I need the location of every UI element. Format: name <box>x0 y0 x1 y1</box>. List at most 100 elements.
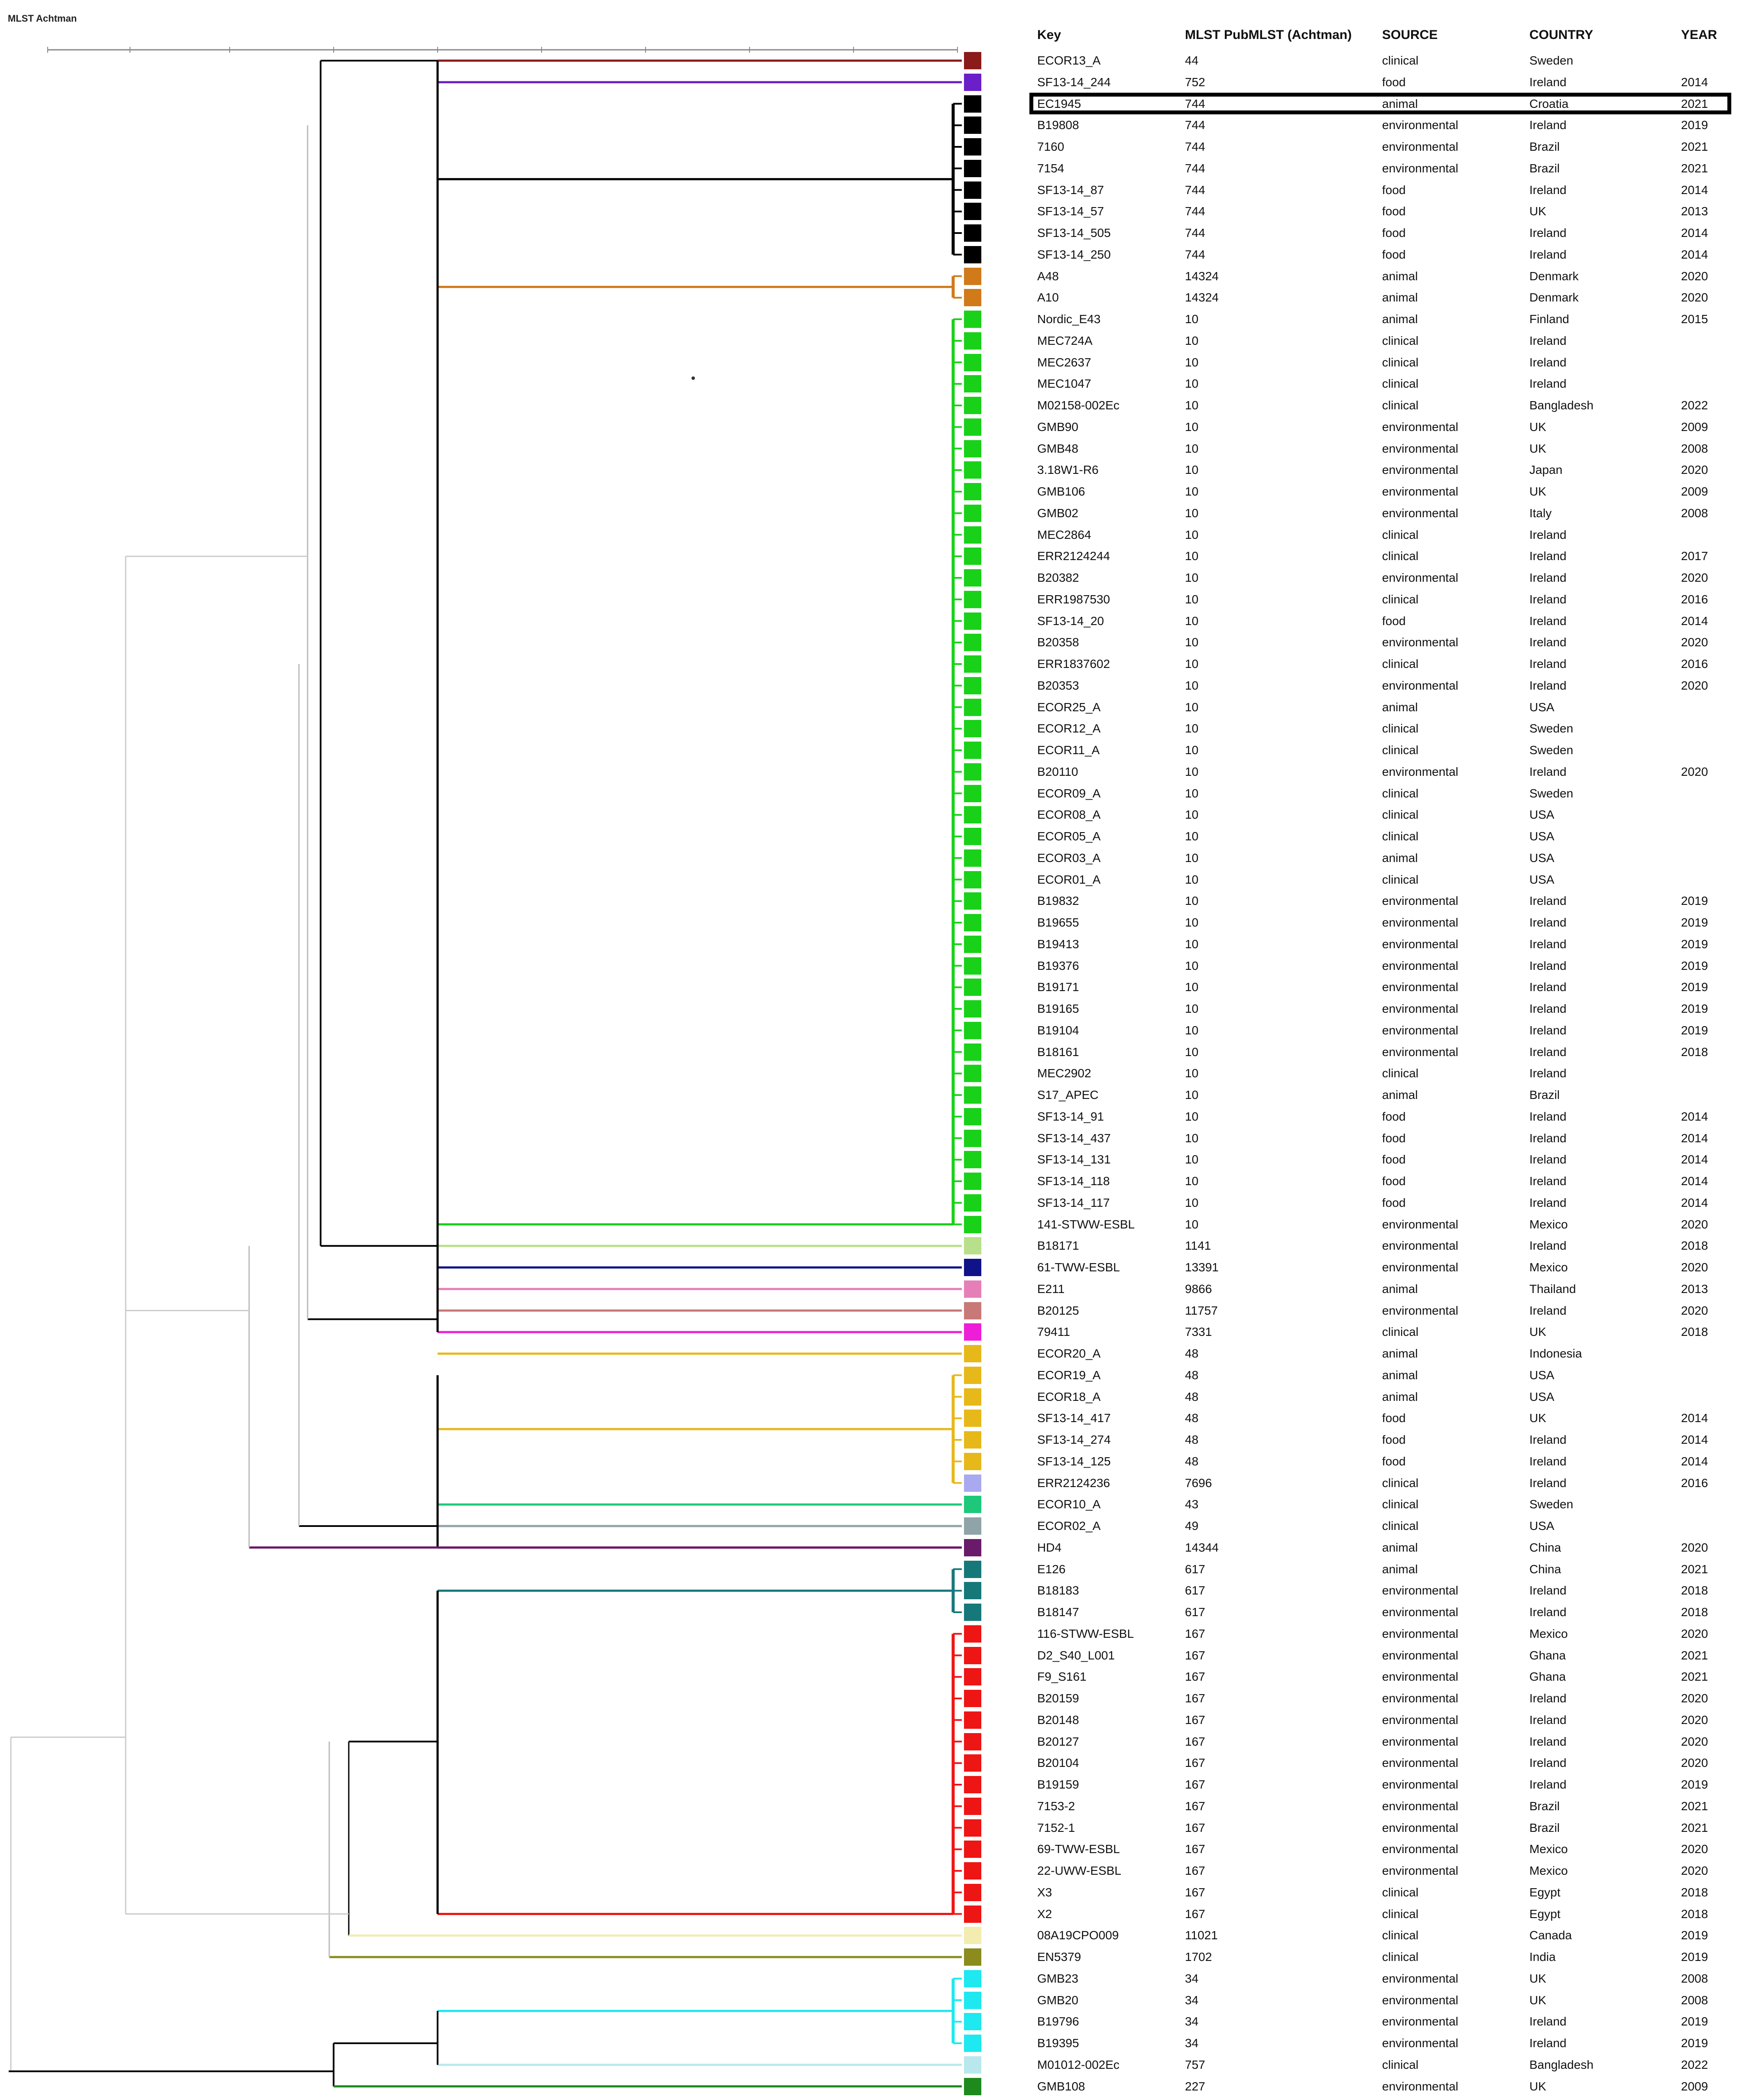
cell-mlst: 10 <box>1185 959 1199 972</box>
cell-country: Ireland <box>1529 528 1567 541</box>
cell-key: SF13-14_57 <box>1037 204 1104 218</box>
cell-key: B20104 <box>1037 1756 1079 1770</box>
cell-year: 2016 <box>1681 1476 1708 1490</box>
cell-country: UK <box>1529 1325 1546 1339</box>
cell-year: 2018 <box>1681 1605 1708 1619</box>
cell-key: M01012-002Ec <box>1037 2058 1120 2071</box>
cell-mlst: 10 <box>1185 1066 1199 1080</box>
cell-year: 2020 <box>1681 1842 1708 1856</box>
cell-source: clinical <box>1382 786 1419 800</box>
cell-country: China <box>1529 1562 1561 1576</box>
cell-key: B18171 <box>1037 1239 1079 1253</box>
color-swatch <box>964 2035 981 2052</box>
cell-key: B18183 <box>1037 1584 1079 1598</box>
cell-mlst: 10 <box>1185 635 1199 649</box>
cell-source: animal <box>1382 1368 1418 1382</box>
color-swatch <box>964 353 981 371</box>
color-swatch <box>964 1108 981 1125</box>
cell-year: 2022 <box>1681 399 1708 412</box>
color-swatch <box>964 1086 981 1104</box>
color-swatch <box>964 332 981 350</box>
cell-country: Mexico <box>1529 1842 1568 1856</box>
cell-key: SF13-14_131 <box>1037 1153 1111 1167</box>
cell-mlst: 757 <box>1185 2058 1205 2071</box>
cell-key: ECOR05_A <box>1037 830 1101 843</box>
cell-mlst: 34 <box>1185 1993 1199 2007</box>
header-mlst: MLST PubMLST (Achtman) <box>1185 28 1352 42</box>
cell-country: Denmark <box>1529 269 1579 283</box>
cell-mlst: 167 <box>1185 1692 1205 1705</box>
cell-source: animal <box>1382 1347 1418 1360</box>
cell-mlst: 10 <box>1185 528 1199 541</box>
color-swatch <box>964 655 981 673</box>
color-swatch <box>964 1280 981 1298</box>
cell-key: GMB90 <box>1037 420 1078 434</box>
color-swatch <box>964 1560 981 1578</box>
cell-country: Sweden <box>1529 786 1574 800</box>
cell-source: food <box>1382 247 1406 261</box>
cell-source: clinical <box>1382 1928 1419 1942</box>
cell-key: E126 <box>1037 1562 1066 1576</box>
cell-mlst: 10 <box>1185 592 1199 606</box>
cell-source: environmental <box>1382 1627 1458 1640</box>
cell-key: B19171 <box>1037 980 1079 994</box>
color-swatch <box>964 1237 981 1255</box>
cell-mlst: 10 <box>1185 506 1199 520</box>
cell-country: Ireland <box>1529 183 1567 197</box>
cell-year: 2014 <box>1681 614 1708 628</box>
cell-key: ECOR19_A <box>1037 1368 1101 1382</box>
cell-key: B20125 <box>1037 1303 1079 1317</box>
cell-key: MEC2864 <box>1037 528 1091 541</box>
cell-mlst: 167 <box>1185 1907 1205 1921</box>
cell-mlst: 10 <box>1185 916 1199 929</box>
cell-country: Ireland <box>1529 1153 1567 1167</box>
color-swatch <box>964 849 981 867</box>
cell-mlst: 744 <box>1185 118 1205 132</box>
cell-mlst: 10 <box>1185 1174 1199 1188</box>
cell-country: Ghana <box>1529 1670 1566 1684</box>
cell-year: 2019 <box>1681 1928 1708 1942</box>
color-swatch <box>964 1948 981 1966</box>
cell-source: environmental <box>1382 1648 1458 1662</box>
cell-source: clinical <box>1382 592 1419 606</box>
cell-source: clinical <box>1382 1907 1419 1921</box>
cell-key: 7153-2 <box>1037 1799 1075 1813</box>
cell-source: clinical <box>1382 1476 1419 1490</box>
cell-year: 2014 <box>1681 1411 1708 1425</box>
color-swatch <box>964 375 981 393</box>
cell-source: food <box>1382 614 1406 628</box>
cell-country: USA <box>1529 851 1555 865</box>
cell-key: X2 <box>1037 1907 1052 1921</box>
cell-key: 7154 <box>1037 161 1064 175</box>
cell-mlst: 167 <box>1185 1648 1205 1662</box>
cell-country: Sweden <box>1529 743 1574 757</box>
color-swatch <box>964 1323 981 1341</box>
cell-country: Egypt <box>1529 1907 1561 1921</box>
cell-mlst: 10 <box>1185 441 1199 455</box>
cell-mlst: 167 <box>1185 1885 1205 1899</box>
cell-source: environmental <box>1382 441 1458 455</box>
cell-key: ECOR11_A <box>1037 743 1100 757</box>
cell-source: environmental <box>1382 420 1458 434</box>
cell-mlst: 48 <box>1185 1433 1199 1446</box>
color-swatch <box>964 1000 981 1018</box>
color-swatch <box>964 52 981 69</box>
cell-year: 2008 <box>1681 506 1708 520</box>
cell-year: 2019 <box>1681 916 1708 929</box>
cell-key: SF13-14_118 <box>1037 1174 1110 1188</box>
cell-key: SF13-14_91 <box>1037 1109 1104 1123</box>
cell-year: 2019 <box>1681 894 1708 908</box>
color-swatch <box>964 159 981 177</box>
cell-source: environmental <box>1382 1821 1458 1834</box>
cell-year: 2008 <box>1681 441 1708 455</box>
cell-mlst: 10 <box>1185 312 1199 326</box>
color-swatch <box>964 1927 981 1944</box>
color-swatch <box>964 935 981 953</box>
cell-key: 7152-1 <box>1037 1821 1075 1834</box>
cell-mlst: 43 <box>1185 1497 1199 1511</box>
color-swatch <box>964 267 981 285</box>
cell-country: Egypt <box>1529 1885 1561 1899</box>
cell-mlst: 744 <box>1185 161 1205 175</box>
cell-key: 3.18W1-R6 <box>1037 463 1099 477</box>
cell-country: Ireland <box>1529 334 1567 347</box>
